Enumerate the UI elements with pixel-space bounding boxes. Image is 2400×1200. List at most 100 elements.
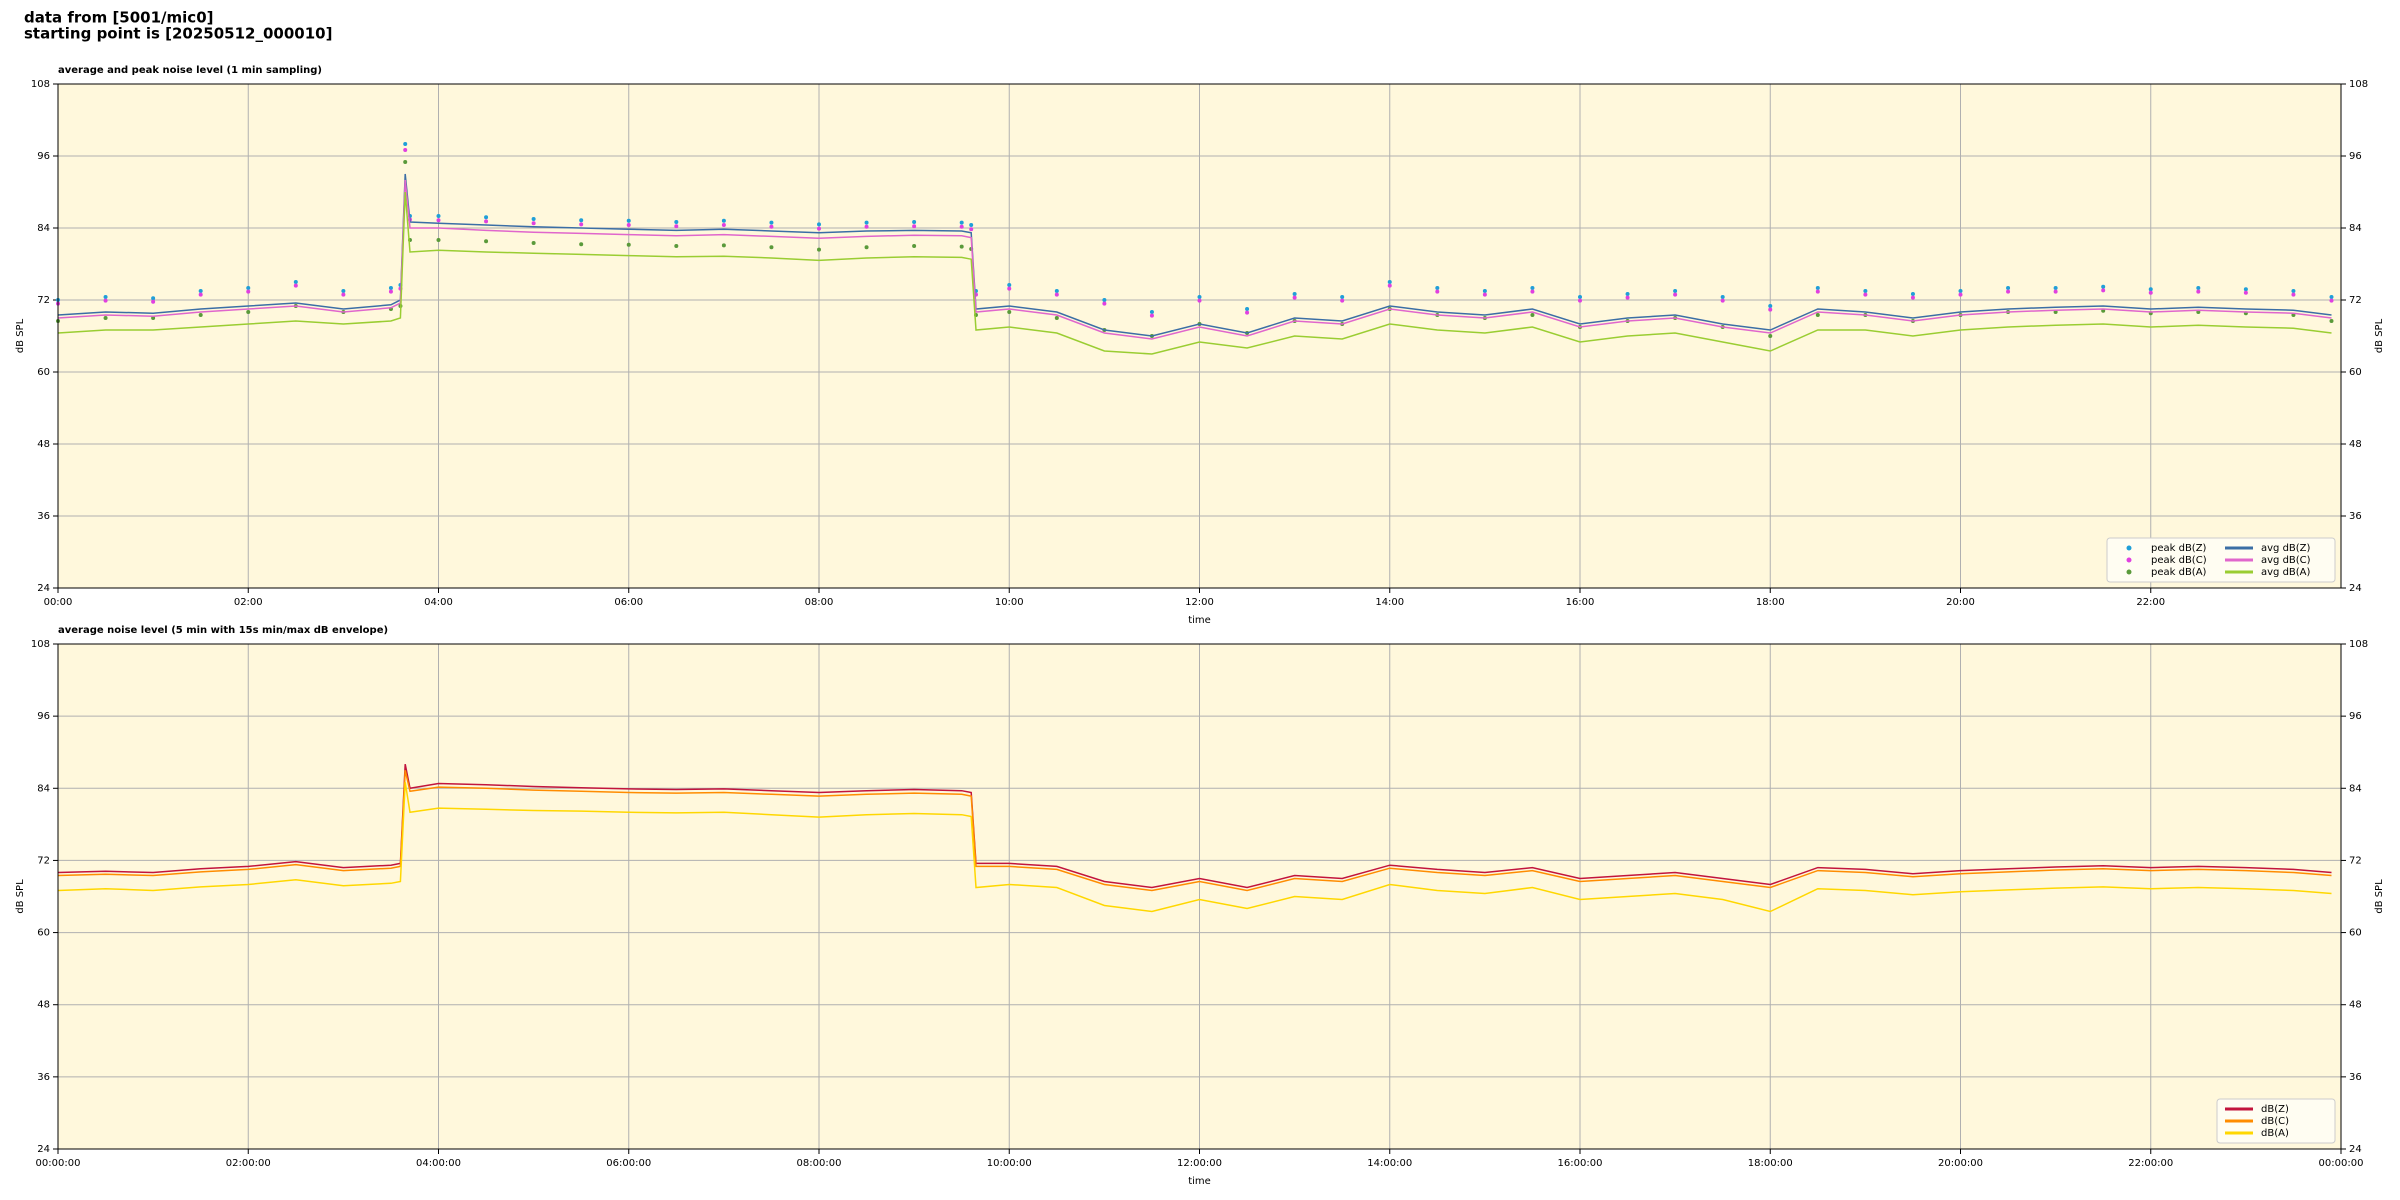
legend-box	[2106, 537, 2336, 583]
peak-point	[1245, 307, 1250, 311]
legend-label: dB(A)	[2261, 1128, 2289, 1139]
peak-point	[2291, 292, 2296, 297]
y2-tick-label: 60	[2349, 928, 2362, 939]
y-tick-label: 84	[37, 223, 50, 234]
y2-tick-label: 36	[2349, 1072, 2362, 1083]
peak-point	[626, 223, 631, 227]
x-tick-label: 08:00	[805, 597, 834, 608]
y-axis-label: dB SPL	[15, 879, 26, 914]
peak-point	[103, 298, 108, 303]
peak-point	[817, 222, 821, 227]
peak-point	[1102, 301, 1107, 306]
x-tick-label: 00:00	[44, 597, 73, 608]
legend-label: peak dB(C)	[2151, 555, 2207, 566]
peak-point	[1197, 295, 1202, 299]
peak-point	[1340, 295, 1345, 299]
peak-point	[1149, 310, 1154, 314]
peak-point	[969, 223, 974, 227]
y2-tick-label: 72	[2349, 295, 2362, 306]
peak-point	[1435, 289, 1440, 294]
peak-point	[403, 160, 408, 164]
x-tick-label: 16:00:00	[1558, 1158, 1603, 1169]
peak-point	[531, 221, 536, 226]
peak-point	[103, 316, 108, 320]
peak-point	[2006, 286, 2011, 290]
peak-point	[484, 219, 489, 224]
legend-label: dB(Z)	[2261, 1104, 2289, 1115]
peak-point	[198, 292, 203, 297]
y-tick-label: 36	[37, 511, 50, 522]
peak-point	[1863, 289, 1868, 293]
peak-point	[912, 220, 917, 224]
y2-tick-label: 96	[2349, 711, 2362, 722]
peak-point	[674, 244, 679, 248]
y-tick-label: 24	[37, 1144, 50, 1155]
peak-point	[864, 224, 869, 229]
series-line	[57, 782, 2332, 913]
peak-point	[1482, 292, 1487, 297]
peak-point	[1530, 313, 1535, 317]
x-tick-label: 02:00:00	[226, 1158, 271, 1169]
peak-point	[1007, 283, 1012, 287]
peak-point	[1625, 292, 1630, 296]
peak-point	[769, 224, 774, 229]
peak-point	[769, 220, 774, 225]
peak-point	[769, 245, 774, 250]
peak-point	[1292, 292, 1297, 296]
peak-point	[531, 241, 536, 245]
peak-point	[626, 242, 631, 247]
peak-point	[1530, 289, 1535, 294]
y-tick-label: 60	[37, 367, 50, 378]
peak-point	[1102, 298, 1107, 302]
peak-point	[1482, 289, 1487, 293]
peak-point	[246, 310, 251, 314]
series-line	[57, 191, 2332, 355]
x-tick-label: 00:00:00	[36, 1158, 81, 1169]
peak-point	[293, 283, 298, 288]
peak-point	[817, 247, 821, 252]
legend-label: dB(C)	[2261, 1116, 2289, 1127]
y2-axis-label: dB SPL	[2374, 879, 2385, 914]
y-tick-label: 60	[37, 928, 50, 939]
y-tick-label: 84	[37, 783, 50, 794]
header-source: data from [5001/mic0]	[24, 9, 214, 27]
y-tick-label: 48	[37, 439, 50, 450]
peak-point	[1007, 310, 1012, 314]
peak-point	[2053, 310, 2058, 314]
x-axis-label: time	[1188, 1176, 1211, 1187]
y2-tick-label: 36	[2349, 511, 2362, 522]
peak-point	[2329, 295, 2334, 299]
peak-point	[1910, 292, 1915, 296]
peak-point	[1387, 280, 1392, 284]
peak-point	[674, 224, 679, 229]
peak-point	[2053, 289, 2058, 294]
peak-point	[2243, 287, 2248, 292]
axes-frame	[57, 643, 2342, 1150]
peak-point	[1768, 304, 1773, 308]
legend-label: peak dB(A)	[2151, 567, 2207, 578]
y-tick-label: 48	[37, 1000, 50, 1011]
x-tick-label: 22:00	[2136, 597, 2165, 608]
legend-marker	[2126, 557, 2132, 563]
peak-point	[151, 296, 156, 301]
peak-point	[2196, 289, 2201, 294]
peak-point	[1768, 334, 1773, 338]
x-tick-label: 18:00:00	[1748, 1158, 1793, 1169]
peak-point	[959, 224, 964, 229]
x-tick-label: 14:00:00	[1367, 1158, 1412, 1169]
y2-tick-label: 84	[2349, 223, 2362, 234]
legend-marker	[2126, 545, 2132, 551]
peak-point	[293, 280, 298, 284]
peak-point	[1578, 295, 1582, 299]
peak-point	[2243, 290, 2248, 295]
y-tick-label: 72	[37, 855, 50, 866]
x-tick-label: 14:00	[1375, 597, 1404, 608]
x-tick-label: 06:00:00	[606, 1158, 651, 1169]
chart-title: average noise level (5 min with 15s min/…	[58, 625, 388, 636]
x-tick-label: 10:00:00	[987, 1158, 1032, 1169]
x-tick-label: 10:00	[995, 597, 1024, 608]
peak-point	[579, 222, 584, 227]
peak-point	[1054, 316, 1059, 320]
